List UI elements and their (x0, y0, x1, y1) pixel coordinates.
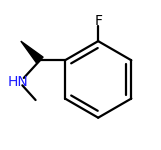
Text: F: F (94, 14, 102, 28)
Polygon shape (21, 41, 43, 63)
Text: HN: HN (8, 75, 28, 89)
